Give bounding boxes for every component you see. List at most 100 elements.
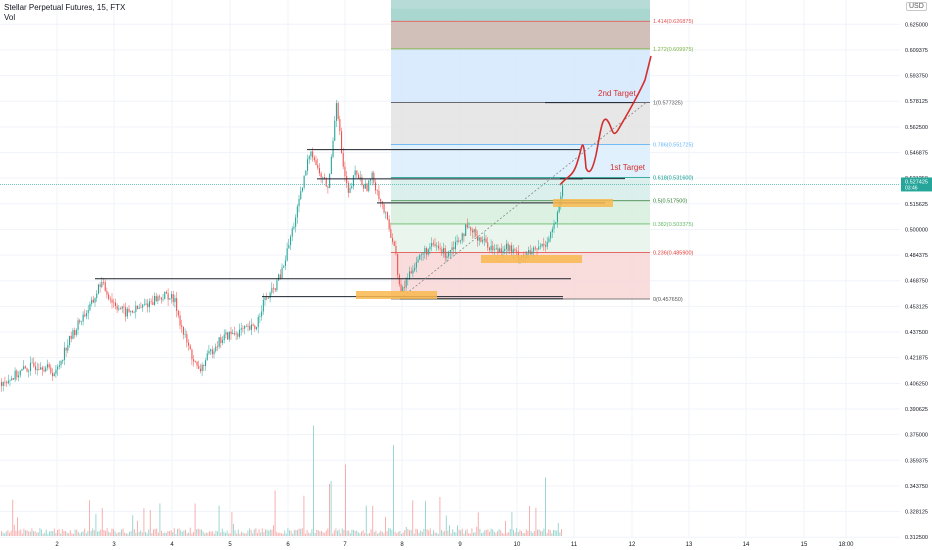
volume-bar: [44, 532, 46, 536]
candle-body: [69, 335, 71, 345]
candle-body: [261, 311, 263, 317]
candle-body: [529, 250, 531, 255]
volume-bar: [482, 532, 484, 536]
candle-body: [456, 240, 458, 242]
volume-bar: [471, 528, 473, 536]
volume-bar: [354, 530, 356, 536]
price-tick: 0.421875: [905, 356, 928, 362]
candle-body: [186, 334, 188, 343]
candle-body: [539, 246, 541, 247]
volume-bar: [308, 532, 310, 536]
candle-body: [477, 236, 479, 241]
volume-bar: [298, 528, 300, 536]
candle-body: [364, 183, 366, 189]
price-tick: 0.625000: [905, 22, 928, 28]
candle-body: [176, 298, 178, 311]
volume-bar: [89, 500, 90, 536]
volume-bar: [516, 528, 518, 536]
volume-bar: [452, 529, 454, 536]
volume-bar: [274, 490, 276, 536]
candle-body: [116, 306, 118, 310]
volume-bar: [42, 533, 44, 536]
volume-bar: [209, 531, 210, 536]
volume-bar: [461, 528, 463, 536]
currency-badge[interactable]: USD: [906, 2, 927, 11]
candle-body: [162, 299, 164, 300]
candle-body: [543, 243, 545, 246]
candle-body: [137, 305, 139, 309]
volume-bar: [170, 530, 172, 536]
fib-band: [391, 48, 650, 103]
candle-body: [138, 307, 140, 309]
fib-band: [391, 223, 650, 253]
volume-bar: [417, 529, 418, 536]
volume-bar: [221, 528, 223, 536]
volume-bar: [234, 530, 236, 536]
candle-body: [60, 360, 62, 366]
volume-bar: [239, 533, 241, 536]
volume-bar: [468, 533, 470, 536]
time-tick: 11: [571, 542, 578, 548]
volume-bar: [508, 532, 510, 536]
candle-body: [485, 238, 487, 243]
candle-body: [140, 307, 142, 309]
candle-body: [232, 333, 234, 335]
volume-bar: [242, 532, 244, 536]
candle-body: [184, 334, 186, 335]
candle-body: [409, 271, 411, 279]
volume-bar: [396, 533, 398, 536]
volume-bar: [273, 525, 274, 536]
volume-bar: [407, 529, 409, 536]
volume-bar: [116, 533, 118, 536]
candle-body: [359, 177, 361, 179]
volume-bar: [450, 533, 452, 536]
candle-body: [213, 351, 215, 355]
volume-bar: [244, 533, 246, 536]
candle-body: [160, 297, 162, 300]
volume-bar: [287, 528, 289, 536]
volume-bar: [463, 533, 465, 536]
candle-body: [312, 151, 314, 158]
volume-bar: [130, 531, 132, 536]
candle-body: [487, 242, 489, 248]
volume-bar: [146, 533, 148, 536]
candle-body: [215, 346, 217, 352]
volume-bar: [137, 520, 138, 536]
volume-bar: [252, 533, 254, 536]
volume-bar: [125, 533, 127, 536]
volume-bar: [159, 503, 161, 536]
volume-bar: [122, 528, 124, 536]
volume-bar: [276, 531, 278, 536]
volume-bar: [141, 532, 143, 536]
candle-body: [177, 310, 179, 316]
volume-bar: [385, 516, 386, 536]
volume-bar: [191, 533, 193, 536]
volume-bar: [281, 533, 282, 536]
candle-body: [29, 362, 31, 371]
projection-path: [559, 55, 652, 186]
candle-body: [239, 329, 241, 337]
time-tick: 6: [286, 542, 290, 548]
symbol-title[interactable]: Stellar Perpetual Futures, 15, FTX: [4, 3, 126, 12]
candle-body: [436, 245, 438, 247]
candle-body: [558, 205, 560, 212]
volume-bar: [220, 532, 222, 536]
volume-bar: [322, 532, 324, 536]
candle-body: [131, 310, 133, 313]
candle-body: [397, 253, 399, 275]
candle-body: [509, 245, 511, 251]
candle-body: [12, 378, 14, 380]
candle-body: [500, 248, 502, 253]
volume-bar: [386, 531, 388, 536]
candle-body: [424, 248, 426, 254]
candle-body: [128, 308, 130, 312]
candle-body: [478, 237, 480, 241]
volume-bar: [37, 532, 39, 536]
candle-body: [94, 298, 96, 303]
volume-bar: [548, 529, 550, 536]
volume-bar: [458, 529, 460, 536]
candle-body: [349, 188, 351, 193]
candle-body: [48, 364, 50, 368]
candle-body: [225, 332, 227, 335]
